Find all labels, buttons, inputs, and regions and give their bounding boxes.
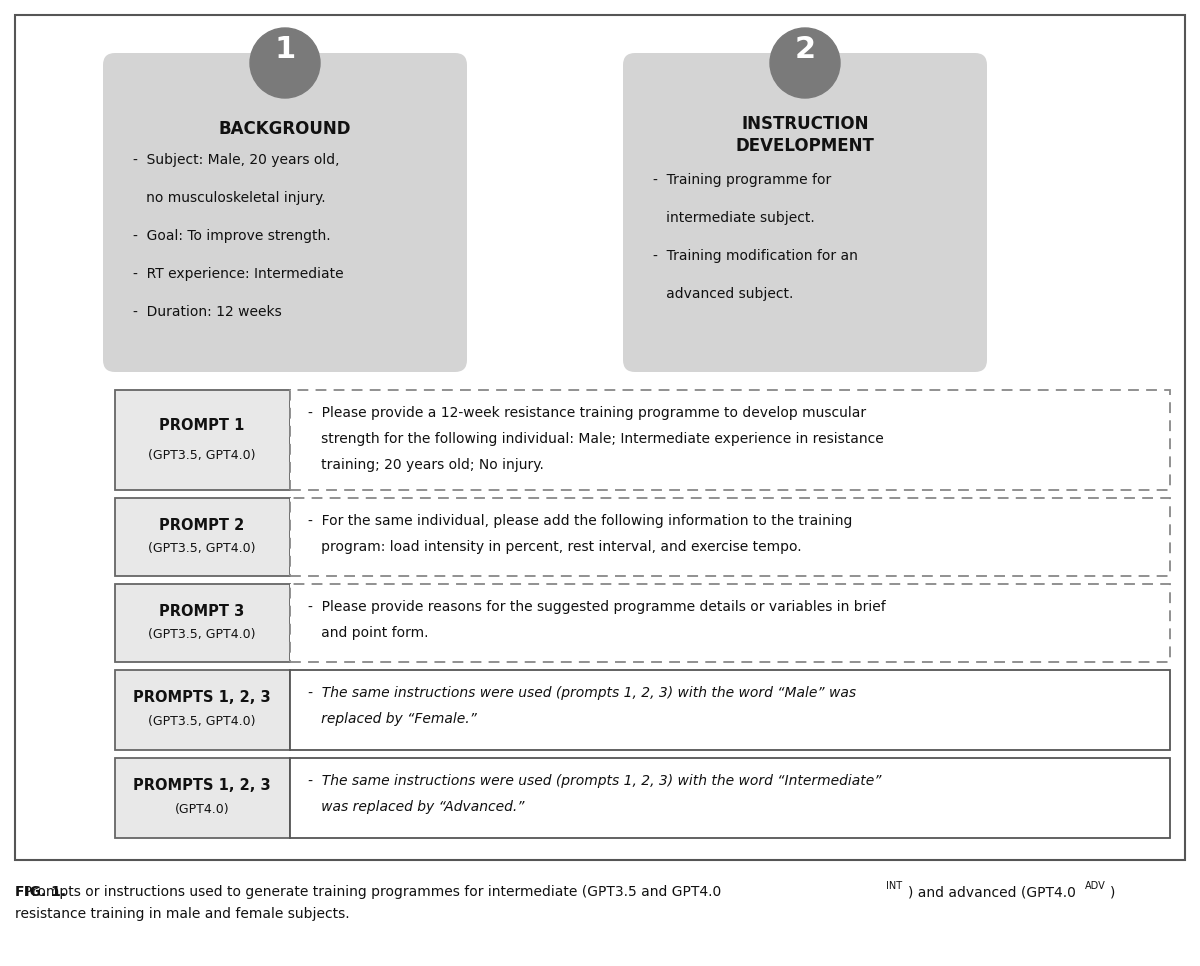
Text: PROMPTS 1, 2, 3: PROMPTS 1, 2, 3 [133, 691, 271, 705]
Text: PROMPT 2: PROMPT 2 [160, 518, 245, 533]
Circle shape [770, 28, 840, 98]
FancyBboxPatch shape [290, 670, 1170, 750]
FancyBboxPatch shape [115, 584, 290, 662]
Text: strength for the following individual: Male; Intermediate experience in resistan: strength for the following individual: M… [308, 432, 883, 446]
Text: -  Subject: Male, 20 years old,: - Subject: Male, 20 years old, [133, 153, 340, 167]
FancyBboxPatch shape [115, 758, 290, 838]
Text: was replaced by “Advanced.”: was replaced by “Advanced.” [308, 800, 524, 814]
FancyBboxPatch shape [623, 53, 986, 372]
Text: FIG. 1.: FIG. 1. [14, 885, 66, 899]
Text: and point form.: and point form. [308, 626, 428, 640]
Text: training; 20 years old; No injury.: training; 20 years old; No injury. [308, 458, 544, 472]
Text: (GPT3.5, GPT4.0): (GPT3.5, GPT4.0) [149, 542, 256, 555]
Text: PROMPT 3: PROMPT 3 [160, 604, 245, 619]
Text: ADV: ADV [1085, 881, 1105, 891]
Text: (GPT3.5, GPT4.0): (GPT3.5, GPT4.0) [149, 716, 256, 728]
FancyBboxPatch shape [115, 670, 290, 750]
Text: PROMPT 1: PROMPT 1 [160, 417, 245, 433]
FancyBboxPatch shape [115, 498, 290, 576]
Text: replaced by “Female.”: replaced by “Female.” [308, 712, 476, 726]
Text: 2: 2 [794, 35, 816, 64]
Text: resistance training in male and female subjects.: resistance training in male and female s… [14, 907, 349, 921]
FancyBboxPatch shape [115, 390, 290, 490]
Text: PROMPTS 1, 2, 3: PROMPTS 1, 2, 3 [133, 779, 271, 793]
Text: DEVELOPMENT: DEVELOPMENT [736, 137, 875, 155]
Text: (GPT3.5, GPT4.0): (GPT3.5, GPT4.0) [149, 448, 256, 462]
Text: program: load intensity in percent, rest interval, and exercise tempo.: program: load intensity in percent, rest… [308, 540, 802, 554]
Text: -  Goal: To improve strength.: - Goal: To improve strength. [133, 229, 331, 243]
Text: (GPT4.0): (GPT4.0) [175, 804, 229, 816]
Text: -  Please provide a 12-week resistance training programme to develop muscular: - Please provide a 12-week resistance tr… [308, 406, 866, 420]
FancyBboxPatch shape [290, 390, 1170, 490]
Text: BACKGROUND: BACKGROUND [218, 120, 352, 138]
Text: -  Training programme for: - Training programme for [653, 173, 832, 187]
FancyBboxPatch shape [103, 53, 467, 372]
Text: -  RT experience: Intermediate: - RT experience: Intermediate [133, 267, 343, 281]
Text: intermediate subject.: intermediate subject. [653, 211, 815, 225]
Text: -  The same instructions were used (prompts 1, 2, 3) with the word “Intermediate: - The same instructions were used (promp… [308, 774, 882, 788]
FancyBboxPatch shape [290, 758, 1170, 838]
Text: -  For the same individual, please add the following information to the training: - For the same individual, please add th… [308, 514, 852, 528]
Text: ) and advanced (GPT4.0: ) and advanced (GPT4.0 [908, 885, 1076, 899]
FancyBboxPatch shape [14, 15, 1186, 860]
Text: no musculoskeletal injury.: no musculoskeletal injury. [133, 191, 325, 205]
Text: (GPT3.5, GPT4.0): (GPT3.5, GPT4.0) [149, 628, 256, 641]
FancyBboxPatch shape [290, 498, 1170, 576]
Text: -  The same instructions were used (prompts 1, 2, 3) with the word “Male” was: - The same instructions were used (promp… [308, 686, 856, 700]
Text: advanced subject.: advanced subject. [653, 287, 793, 301]
Text: ): ) [1110, 885, 1115, 899]
Text: INT: INT [886, 881, 902, 891]
Circle shape [250, 28, 320, 98]
Text: -  Duration: 12 weeks: - Duration: 12 weeks [133, 305, 282, 319]
FancyBboxPatch shape [290, 584, 1170, 662]
Text: 1: 1 [275, 35, 295, 64]
Text: Prompts or instructions used to generate training programmes for intermediate (G: Prompts or instructions used to generate… [14, 885, 721, 899]
Text: -  Please provide reasons for the suggested programme details or variables in br: - Please provide reasons for the suggest… [308, 600, 886, 614]
Text: INSTRUCTION: INSTRUCTION [742, 115, 869, 133]
Text: -  Training modification for an: - Training modification for an [653, 249, 858, 263]
